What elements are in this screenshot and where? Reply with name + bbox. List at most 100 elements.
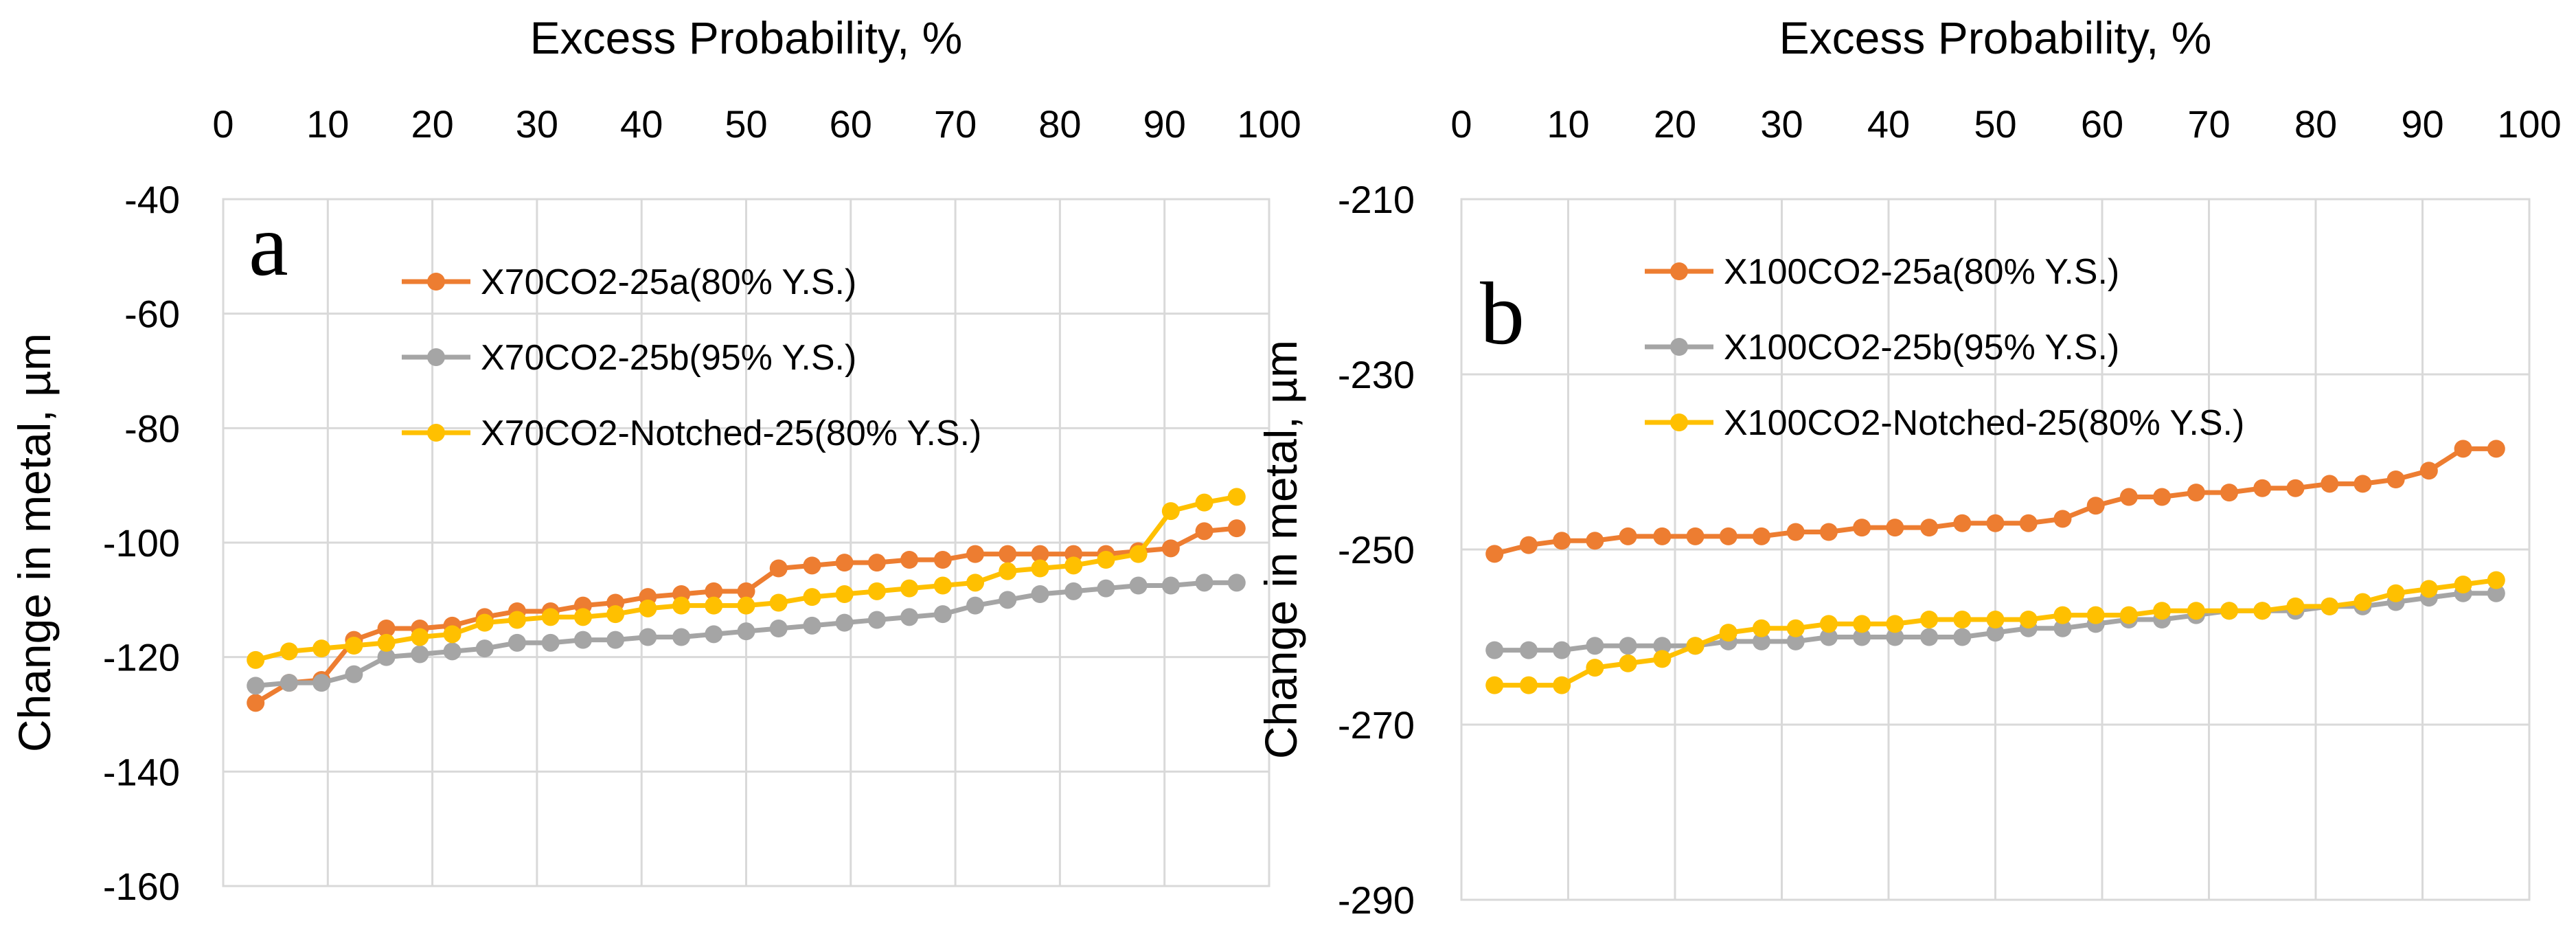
x-axis-title: Excess Probability, % (530, 12, 963, 63)
legend-entry: X70CO2-25b(95% Y.S.) (481, 338, 856, 378)
x-tick-label: 10 (1547, 102, 1589, 146)
x-tick-label: 90 (2401, 102, 2443, 146)
x-tick-label: 100 (1237, 102, 1301, 146)
data-point (2220, 602, 2239, 620)
data-point (1227, 519, 1246, 538)
data-point (1161, 576, 1180, 595)
data-point (1519, 676, 1538, 694)
data-point (1752, 632, 1770, 650)
data-point (1953, 611, 1972, 628)
data-point (475, 613, 494, 632)
data-point (2253, 479, 2272, 497)
data-point (2419, 462, 2438, 480)
series-1 (1485, 440, 2505, 563)
data-point (1519, 641, 1538, 659)
data-point (2419, 580, 2438, 598)
data-point (1064, 582, 1083, 600)
data-point (1485, 641, 1504, 659)
data-point (1920, 519, 1939, 537)
data-point (475, 639, 494, 658)
data-point (867, 582, 886, 600)
y-tick-label: -160 (103, 865, 180, 908)
x-axis-title: Excess Probability, % (1779, 12, 2212, 63)
legend: X70CO2-25a(80% Y.S.) X70CO2-25b(95% Y.S.)… (402, 262, 981, 453)
legend: X100CO2-25a(80% Y.S.) X100CO2-25b(95% Y.S… (1645, 252, 2244, 443)
data-point (1586, 637, 1604, 655)
x-tick-label: 100 (2497, 102, 2561, 146)
legend-swatch-marker (427, 348, 445, 366)
data-point (1519, 536, 1538, 554)
data-point (411, 628, 429, 646)
data-point (1786, 523, 1805, 541)
data-point (2454, 440, 2472, 458)
x-tick-label: 30 (516, 102, 558, 146)
series-2 (247, 574, 1246, 695)
data-point (1719, 624, 1737, 642)
data-point (835, 554, 854, 572)
data-point (443, 642, 461, 661)
data-point (2353, 475, 2372, 493)
data-point (508, 633, 526, 652)
data-point (1819, 615, 1838, 633)
plot-area (222, 198, 1270, 887)
data-point (1819, 628, 1838, 646)
data-point (2086, 497, 2105, 515)
data-point (737, 582, 755, 600)
x-tick-label: 70 (934, 102, 977, 146)
data-point (867, 611, 886, 629)
data-point (1619, 654, 1637, 672)
data-point (280, 642, 298, 661)
data-point (1619, 527, 1637, 545)
data-point (312, 674, 331, 692)
data-point (2019, 611, 2038, 628)
data-point (573, 631, 592, 649)
y-tick-label: -270 (1338, 703, 1415, 747)
data-point (737, 596, 755, 615)
data-point (769, 593, 788, 612)
data-point (999, 562, 1017, 580)
data-point (1819, 523, 1838, 541)
data-point (2286, 597, 2305, 615)
data-point (1031, 585, 1049, 603)
panel-letter: b (1480, 264, 1525, 363)
y-tick-label: -120 (103, 636, 180, 679)
data-point (2187, 602, 2205, 620)
x-tick-label: 50 (725, 102, 767, 146)
data-point (705, 582, 723, 600)
legend-swatch-marker (427, 424, 445, 442)
legend-entry: X100CO2-Notched-25(80% Y.S.) (1724, 403, 2244, 443)
data-point (1064, 556, 1083, 575)
y-tick-label: -210 (1338, 178, 1415, 221)
data-point (999, 545, 1017, 563)
data-point (2386, 470, 2405, 488)
data-point (1853, 519, 1871, 537)
data-point (769, 620, 788, 637)
data-point (1853, 615, 1871, 633)
data-point (606, 631, 625, 649)
data-point (1227, 574, 1246, 592)
panel-letter: a (249, 196, 288, 295)
data-point (1653, 637, 1672, 655)
data-point (345, 637, 363, 655)
y-tick-label: -100 (103, 521, 180, 565)
legend-swatch-marker (1670, 262, 1688, 280)
data-point (2053, 606, 2072, 624)
data-point (2153, 602, 2172, 620)
data-point (672, 596, 691, 615)
data-point (900, 608, 919, 626)
x-tick-label: 80 (2294, 102, 2337, 146)
data-point (2321, 597, 2339, 615)
series-3 (247, 488, 1246, 669)
data-point (1653, 527, 1672, 545)
data-point (1485, 676, 1504, 694)
data-point (867, 554, 886, 572)
data-point (1161, 539, 1180, 558)
data-point (2019, 514, 2038, 532)
data-point (1719, 527, 1737, 545)
data-point (1227, 488, 1246, 506)
data-point (541, 608, 560, 626)
data-point (803, 556, 821, 575)
x-tick-label: 20 (1654, 102, 1696, 146)
data-point (1129, 545, 1148, 563)
data-point (345, 665, 363, 683)
